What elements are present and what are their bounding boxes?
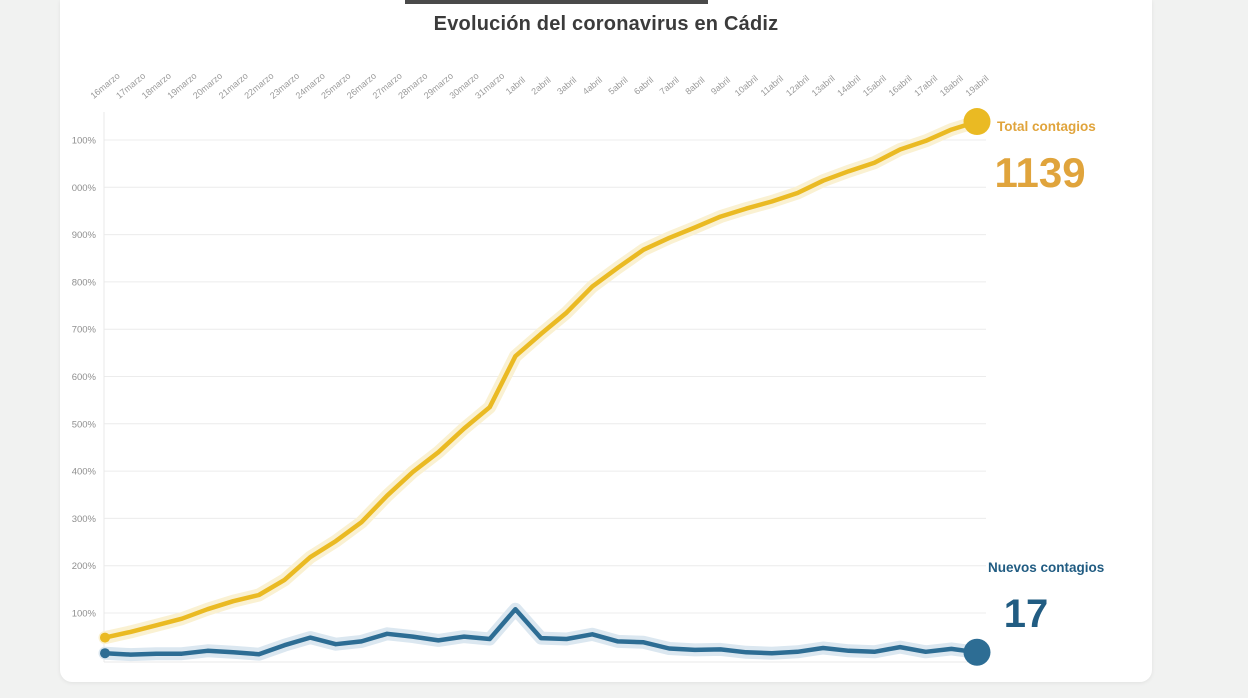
x-axis-label: 5abril <box>606 75 629 97</box>
legend-total-value: 1139 <box>994 149 1086 196</box>
total-contagios-line <box>102 119 980 640</box>
series-start-dot <box>100 632 110 643</box>
y-axis-label: 800% <box>72 277 97 288</box>
x-axis-label: 17abril <box>912 73 939 98</box>
y-axis-label: 600% <box>72 372 97 383</box>
y-axis-label: 400% <box>72 467 97 478</box>
y-axis-label: 900% <box>72 230 97 241</box>
x-axis-label: 10abril <box>733 73 760 98</box>
y-axis-label: 100% <box>72 609 97 620</box>
legend-total-label: Total contagios <box>997 119 1096 134</box>
y-axis-label: 700% <box>72 325 97 336</box>
x-axis-label: 12abril <box>784 73 811 98</box>
y-axis-label: 500% <box>72 419 97 430</box>
x-axis-label: 9abril <box>709 75 732 97</box>
series-glow <box>98 115 984 645</box>
x-axis-label: 13abril <box>810 73 837 98</box>
x-axis-label: 19abril <box>964 73 991 98</box>
x-axis-label: 14abril <box>835 73 862 98</box>
x-axis-label: 1abril <box>504 75 527 97</box>
chart-title: Evolución del coronavirus en Cádiz <box>433 13 779 35</box>
y-axis-label: 000% <box>72 183 97 194</box>
x-axis-label: 16abril <box>887 73 914 98</box>
x-axis-label: 4abril <box>581 75 604 97</box>
total-contagios-end-dot <box>963 108 991 136</box>
x-axis-label: 2abril <box>529 75 552 97</box>
x-axis-label: 18abril <box>938 73 965 98</box>
x-axis-label: 15abril <box>861 73 888 98</box>
x-axis-label: 3abril <box>555 75 578 97</box>
y-axis-label: 300% <box>72 514 97 525</box>
y-axis-label: 200% <box>72 561 97 572</box>
x-axis-label: 8abril <box>683 75 706 97</box>
x-axis-label: 11abril <box>759 73 786 98</box>
nuevos-contagios-end-dot <box>963 638 991 666</box>
x-axis-label: 7abril <box>658 75 681 97</box>
series-glow <box>98 602 984 662</box>
series-start-dot <box>100 648 110 659</box>
legend-nuevos-label: Nuevos contagios <box>988 560 1105 575</box>
nuevos-contagios-line <box>102 606 980 657</box>
legend-nuevos-value: 17 <box>1003 592 1049 636</box>
y-axis-label: 100% <box>72 136 97 147</box>
top-edge-bar <box>405 0 708 4</box>
x-axis-label: 6abril <box>632 75 655 97</box>
